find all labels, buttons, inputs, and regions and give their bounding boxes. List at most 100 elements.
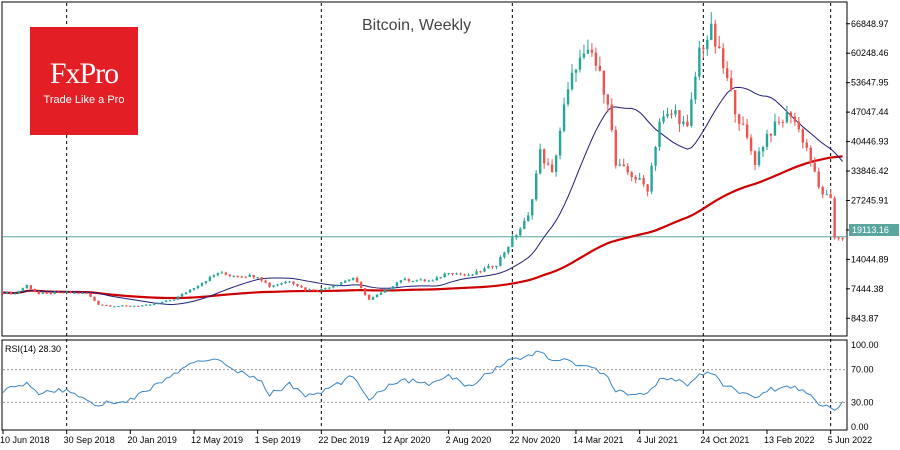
logo-tagline: Trade Like a Pro — [43, 94, 125, 106]
candle-body — [1, 292, 5, 294]
candle-body — [773, 121, 777, 136]
candle-body — [598, 65, 602, 71]
candle-body — [487, 265, 490, 269]
x-tick-label: 22 Dec 2019 — [318, 435, 369, 445]
candle-body — [463, 274, 466, 276]
candle-body — [714, 23, 717, 47]
candle-body — [658, 121, 661, 148]
candle-body — [379, 292, 383, 295]
candle-body — [686, 121, 689, 127]
candle-body — [670, 113, 673, 115]
candle-body — [817, 171, 820, 188]
candle-body — [479, 271, 482, 273]
x-tick-label: 30 Sep 2018 — [64, 435, 115, 445]
candle-body — [383, 290, 387, 293]
candle-body — [212, 275, 216, 277]
x-tick-label: 22 Nov 2020 — [509, 435, 560, 445]
y-tick-label: 47047.44 — [851, 107, 889, 117]
candle-body — [630, 172, 633, 177]
candle-body — [646, 184, 649, 192]
candle-body — [789, 112, 793, 117]
candle-body — [133, 305, 136, 307]
candle-body — [690, 99, 693, 127]
candle-body — [141, 305, 144, 307]
candle-body — [415, 280, 419, 282]
candle-body — [566, 89, 570, 105]
rsi-tick-label: 0.00 — [851, 422, 869, 432]
y-tick-label: 40446.93 — [851, 137, 889, 147]
candle-body — [363, 288, 367, 295]
candle-body — [208, 276, 212, 282]
candle-body — [809, 147, 812, 163]
x-tick-label: 4 Jul 2021 — [637, 435, 679, 445]
candle-body — [320, 289, 323, 291]
candle-body — [344, 280, 347, 283]
x-tick-label: 5 Jun 2022 — [828, 435, 873, 445]
candle-body — [435, 277, 438, 281]
candle-body — [602, 70, 606, 95]
candle-body — [351, 278, 355, 280]
candle-body — [443, 273, 446, 278]
candle-body — [172, 299, 176, 301]
candle-body — [25, 285, 29, 289]
candle-body — [153, 304, 156, 306]
candle-body — [475, 271, 478, 275]
candle-body — [101, 304, 104, 306]
candle-body — [515, 235, 518, 238]
candle-body — [459, 273, 462, 275]
x-tick-label: 1 Sep 2019 — [255, 435, 301, 445]
candle-body — [347, 279, 351, 281]
candle-body — [837, 237, 840, 239]
candle-body — [280, 283, 283, 285]
candle-body — [93, 296, 96, 301]
candle-body — [324, 288, 327, 290]
candle-body — [594, 52, 598, 66]
candle-body — [332, 285, 335, 288]
candle-body — [156, 302, 160, 305]
logo-brand: FxPro — [49, 57, 119, 90]
candle-body — [264, 280, 267, 283]
candle-body — [741, 123, 745, 125]
candle-body — [813, 162, 816, 172]
candle-body — [610, 104, 613, 131]
candle-body — [121, 305, 124, 307]
candle-body — [733, 89, 737, 115]
candle-body — [511, 237, 514, 247]
candle-body — [829, 194, 832, 199]
fxpro-logo: FxPro Trade Like a Pro — [30, 27, 138, 135]
candle-body — [391, 286, 395, 289]
y-tick-label: 7444.38 — [851, 284, 884, 294]
candle-body — [308, 289, 311, 291]
candle-body — [527, 215, 530, 221]
candle-body — [710, 23, 713, 40]
candle-body — [841, 238, 844, 240]
candle-body — [538, 149, 542, 174]
candle-body — [57, 292, 60, 294]
candle-body — [757, 151, 761, 165]
candle-body — [129, 305, 132, 307]
candle-body — [176, 296, 180, 300]
candle-body — [574, 69, 578, 73]
candle-body — [196, 285, 200, 288]
candle-body — [256, 277, 259, 279]
candle-body — [260, 277, 263, 281]
candle-body — [737, 114, 741, 124]
x-tick-label: 20 Jan 2019 — [127, 435, 177, 445]
candle-body — [801, 129, 804, 143]
candle-body — [204, 281, 208, 283]
candle-body — [519, 228, 522, 236]
candle-body — [781, 121, 785, 123]
candle-body — [375, 294, 379, 298]
candle-body — [65, 291, 68, 293]
y-tick-label: 33846.42 — [851, 166, 889, 176]
candle-body — [105, 304, 108, 306]
candle-body — [638, 178, 641, 180]
candle-body — [523, 220, 526, 229]
candle-body — [160, 302, 164, 304]
candle-body — [113, 306, 116, 308]
rsi-tick-label: 70.00 — [851, 365, 874, 375]
rsi-tick-label: 100.00 — [851, 340, 879, 350]
candle-body — [336, 284, 339, 286]
candle-body — [200, 282, 204, 286]
